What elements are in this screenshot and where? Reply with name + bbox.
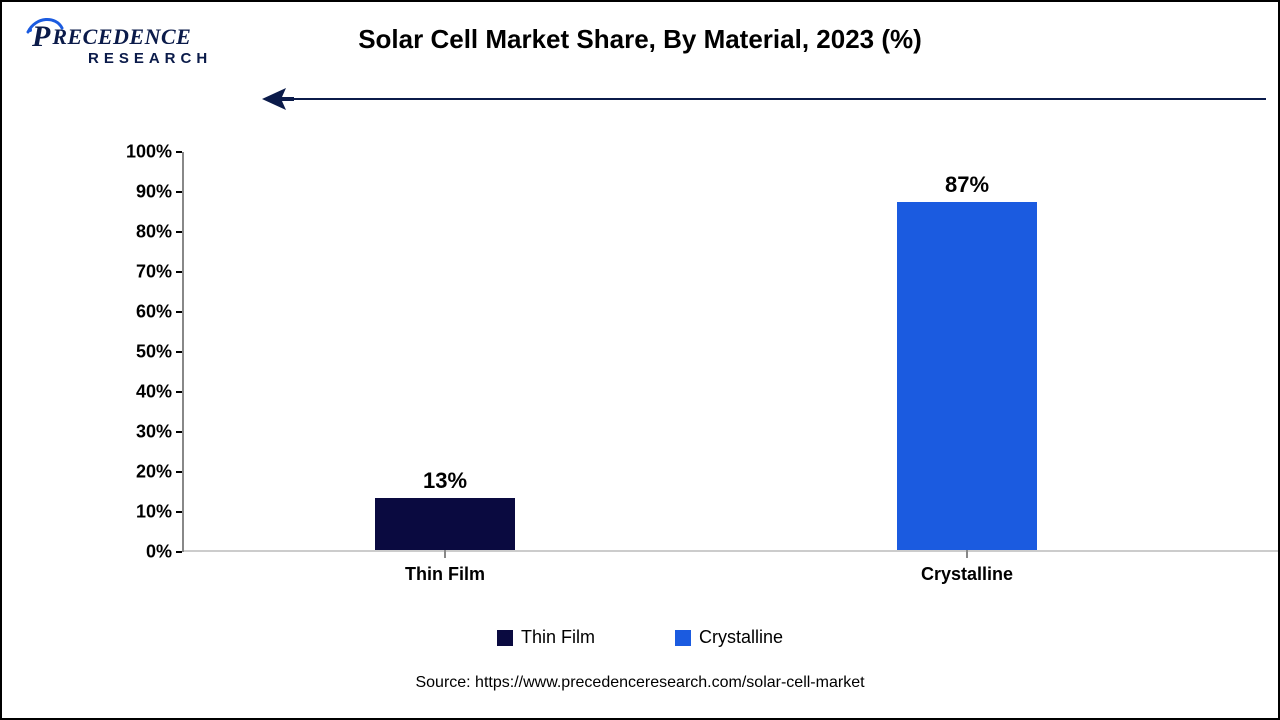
source-text: Source: https://www.precedenceresearch.c… — [2, 674, 1278, 692]
legend-item: Thin Film — [497, 627, 595, 648]
legend-label: Thin Film — [521, 627, 595, 648]
chart-area: 0%10%20%30%40%50%60%70%80%90%100% 13%Thi… — [112, 152, 1228, 552]
y-tick-label: 30% — [112, 422, 172, 443]
plot-area: 13%Thin Film87%Crystalline — [182, 152, 1228, 552]
bar: 13% — [375, 498, 515, 550]
y-tick-label: 10% — [112, 502, 172, 523]
y-tick-label: 80% — [112, 222, 172, 243]
x-tick-mark — [966, 550, 968, 558]
x-axis-label: Thin Film — [405, 564, 485, 585]
legend-swatch-icon — [675, 630, 691, 646]
legend-item: Crystalline — [675, 627, 783, 648]
decorative-arrow-line — [270, 98, 1266, 100]
arrow-left-icon — [262, 86, 294, 112]
y-tick-label: 100% — [112, 142, 172, 163]
legend: Thin Film Crystalline — [2, 627, 1278, 648]
y-tick-label: 90% — [112, 182, 172, 203]
y-axis: 0%10%20%30%40%50%60%70%80%90%100% — [112, 152, 182, 552]
baseline — [184, 550, 1278, 552]
y-tick-label: 40% — [112, 382, 172, 403]
y-tick-label: 20% — [112, 462, 172, 483]
y-tick-label: 70% — [112, 262, 172, 283]
bar-value-label: 13% — [375, 468, 515, 494]
legend-label: Crystalline — [699, 627, 783, 648]
x-axis-label: Crystalline — [921, 564, 1013, 585]
chart-frame: P RECEDENCE RESEARCH Solar Cell Market S… — [0, 0, 1280, 720]
x-tick-mark — [444, 550, 446, 558]
bar: 87% — [897, 202, 1037, 550]
y-tick-label: 50% — [112, 342, 172, 363]
bar-value-label: 87% — [897, 172, 1037, 198]
chart-title: Solar Cell Market Share, By Material, 20… — [2, 24, 1278, 55]
y-tick-label: 60% — [112, 302, 172, 323]
y-tick-label: 0% — [112, 542, 172, 563]
legend-swatch-icon — [497, 630, 513, 646]
